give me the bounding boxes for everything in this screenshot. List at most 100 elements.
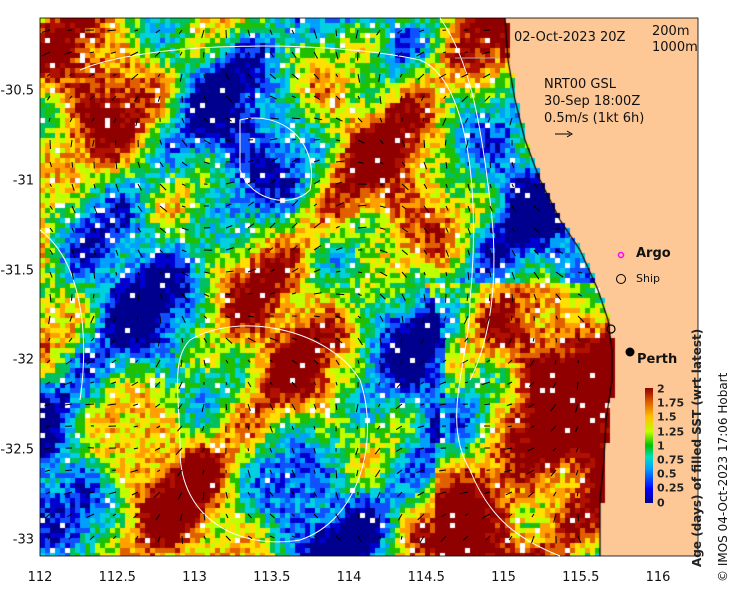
current-vector (89, 535, 95, 541)
current-vector (511, 161, 515, 169)
current-vector (396, 381, 403, 389)
ship-marker (606, 324, 616, 334)
current-vector (357, 315, 361, 319)
current-vector (89, 95, 95, 101)
current-vector (531, 535, 535, 544)
current-vector (181, 535, 184, 544)
current-vector (115, 205, 119, 211)
current-vector (357, 226, 367, 229)
current-vector (552, 447, 557, 452)
y-tick-label: -32.5 (0, 442, 34, 458)
current-vector (225, 225, 233, 229)
current-vector (64, 403, 73, 406)
current-vector (379, 337, 383, 346)
scale-arrow-head (566, 130, 573, 138)
current-vector (225, 203, 232, 207)
current-vector (247, 201, 255, 207)
current-vector (528, 403, 535, 408)
x-tick-label: 114.5 (407, 570, 445, 585)
current-vector (155, 359, 161, 368)
current-vector (467, 249, 471, 256)
sst-age-map (40, 18, 698, 556)
current-vector (401, 249, 408, 256)
current-vector (400, 535, 403, 540)
current-vector (201, 29, 205, 39)
current-vector (357, 204, 367, 207)
current-vector (356, 469, 359, 477)
current-vector (481, 381, 491, 386)
current-vector (247, 447, 250, 452)
current-vector (378, 513, 381, 522)
current-vector (313, 513, 319, 519)
current-vector (511, 205, 517, 212)
current-vector (71, 183, 75, 191)
current-vector (112, 73, 117, 77)
argo-legend-label: Argo (636, 246, 671, 261)
current-vector (49, 183, 52, 188)
current-vector (112, 315, 117, 324)
current-vector (71, 227, 75, 233)
current-vector (269, 73, 277, 80)
current-vector (379, 139, 384, 144)
current-vector (48, 337, 51, 341)
current-vector (86, 513, 95, 519)
y-tick-label: -30.5 (0, 83, 34, 99)
current-vector (506, 403, 513, 407)
current-vector (440, 535, 447, 543)
current-vector (483, 491, 491, 495)
map-frame (39, 17, 699, 557)
current-vector (335, 535, 341, 541)
current-vector (92, 139, 95, 147)
current-vector (291, 425, 294, 430)
current-vector (442, 117, 447, 126)
current-vector (483, 73, 491, 79)
current-vector (508, 337, 513, 345)
current-vectors (41, 29, 585, 544)
current-vector (503, 469, 513, 473)
current-vector (291, 535, 296, 538)
current-vector (575, 469, 579, 476)
current-vector (379, 293, 386, 300)
current-vector (464, 337, 469, 343)
current-vector (357, 337, 363, 346)
current-vector (225, 293, 231, 296)
current-vector (357, 161, 364, 164)
x-tick-label: 114 (336, 570, 362, 585)
current-vector (247, 513, 252, 519)
x-tick-label: 116 (645, 570, 671, 585)
current-vector (269, 138, 278, 141)
current-vector (178, 381, 183, 390)
current-vector (555, 227, 561, 231)
current-vector (203, 95, 208, 103)
current-vector (575, 447, 579, 453)
current-vector (467, 271, 470, 281)
ship-legend-label: Ship (636, 272, 660, 285)
current-vector (155, 513, 161, 521)
current-vector (313, 180, 321, 185)
current-vector (179, 73, 183, 82)
current-vector (445, 205, 449, 211)
current-vector (577, 513, 580, 522)
current-vector (90, 315, 95, 324)
current-vector (396, 469, 403, 475)
current-vector (247, 159, 254, 163)
current-vector (154, 403, 161, 408)
current-vector (576, 381, 579, 390)
current-vector (423, 183, 428, 190)
current-vector (108, 491, 117, 495)
current-vector (417, 425, 425, 429)
current-vector (135, 117, 139, 127)
colorbar-tick-label: 1.5 (657, 410, 677, 424)
current-vector (335, 29, 338, 37)
current-vector (313, 403, 317, 410)
current-vector (45, 491, 51, 495)
current-vector (510, 315, 513, 321)
current-vector (68, 337, 73, 342)
current-vector (313, 245, 322, 251)
current-vector (529, 359, 535, 367)
current-vector (49, 271, 53, 278)
current-vector (41, 51, 51, 57)
current-vector (357, 117, 363, 123)
current-vector (291, 447, 295, 454)
current-vector (507, 381, 513, 385)
